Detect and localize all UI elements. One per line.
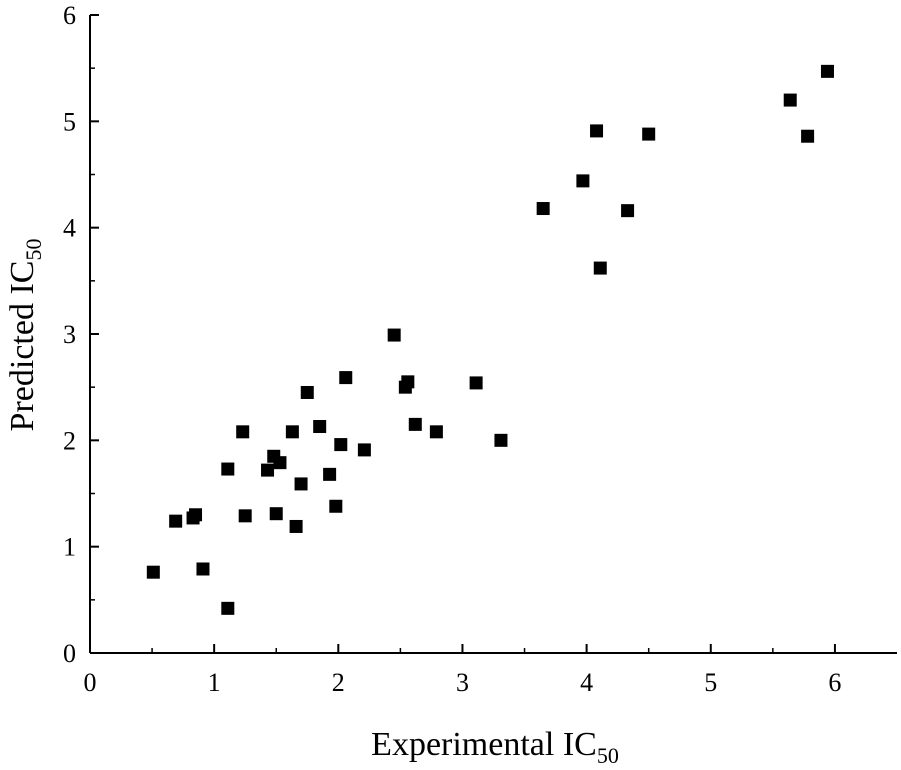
data-point (401, 375, 415, 389)
data-point (621, 204, 635, 218)
data-point (294, 477, 308, 491)
data-point (469, 376, 483, 390)
data-point (339, 371, 353, 385)
x-tick-label: 4 (580, 668, 593, 697)
data-point (169, 514, 183, 528)
y-tick-label: 1 (63, 533, 76, 562)
y-tick-label: 0 (63, 639, 76, 668)
x-tick-label: 0 (84, 668, 97, 697)
y-tick-label: 2 (63, 426, 76, 455)
y-axis-title: Predicted IC50 (4, 239, 46, 432)
data-point (801, 129, 815, 143)
x-axis-title: Experimental IC50 (371, 726, 619, 768)
data-point (590, 124, 604, 138)
data-point (221, 462, 235, 476)
data-point (289, 519, 303, 533)
x-tick-label: 1 (208, 668, 221, 697)
data-point (820, 64, 834, 78)
y-tick-label: 6 (63, 1, 76, 30)
data-point (238, 509, 252, 523)
data-point (285, 425, 299, 439)
data-point (329, 499, 343, 513)
data-point (642, 127, 656, 141)
data-point (269, 507, 283, 521)
data-point (494, 433, 508, 447)
data-point (313, 420, 327, 434)
data-point (387, 328, 401, 342)
data-point (196, 562, 210, 576)
y-tick-label: 5 (63, 107, 76, 136)
data-point (189, 508, 203, 522)
data-point (357, 443, 371, 457)
data-point (300, 385, 314, 399)
data-points (146, 64, 834, 615)
data-point (261, 463, 275, 477)
data-point (576, 174, 590, 188)
axis-ticks: 0 1 2 3 4 5 6 0 1 2 3 4 5 6 (63, 1, 841, 697)
y-tick-label: 3 (63, 320, 76, 349)
x-tick-label: 3 (456, 668, 469, 697)
y-tick-label: 4 (63, 214, 76, 243)
x-tick-label: 2 (332, 668, 345, 697)
data-point (236, 425, 250, 439)
data-point (221, 601, 235, 615)
data-point (323, 467, 337, 481)
data-point (536, 202, 550, 216)
data-point (334, 438, 348, 452)
x-tick-label: 6 (828, 668, 841, 697)
data-point (146, 565, 160, 579)
x-tick-label: 5 (704, 668, 717, 697)
data-point (429, 425, 443, 439)
data-point (408, 417, 422, 431)
axes (89, 15, 897, 654)
data-point (273, 456, 287, 470)
data-point (783, 93, 797, 107)
data-point (593, 261, 607, 275)
